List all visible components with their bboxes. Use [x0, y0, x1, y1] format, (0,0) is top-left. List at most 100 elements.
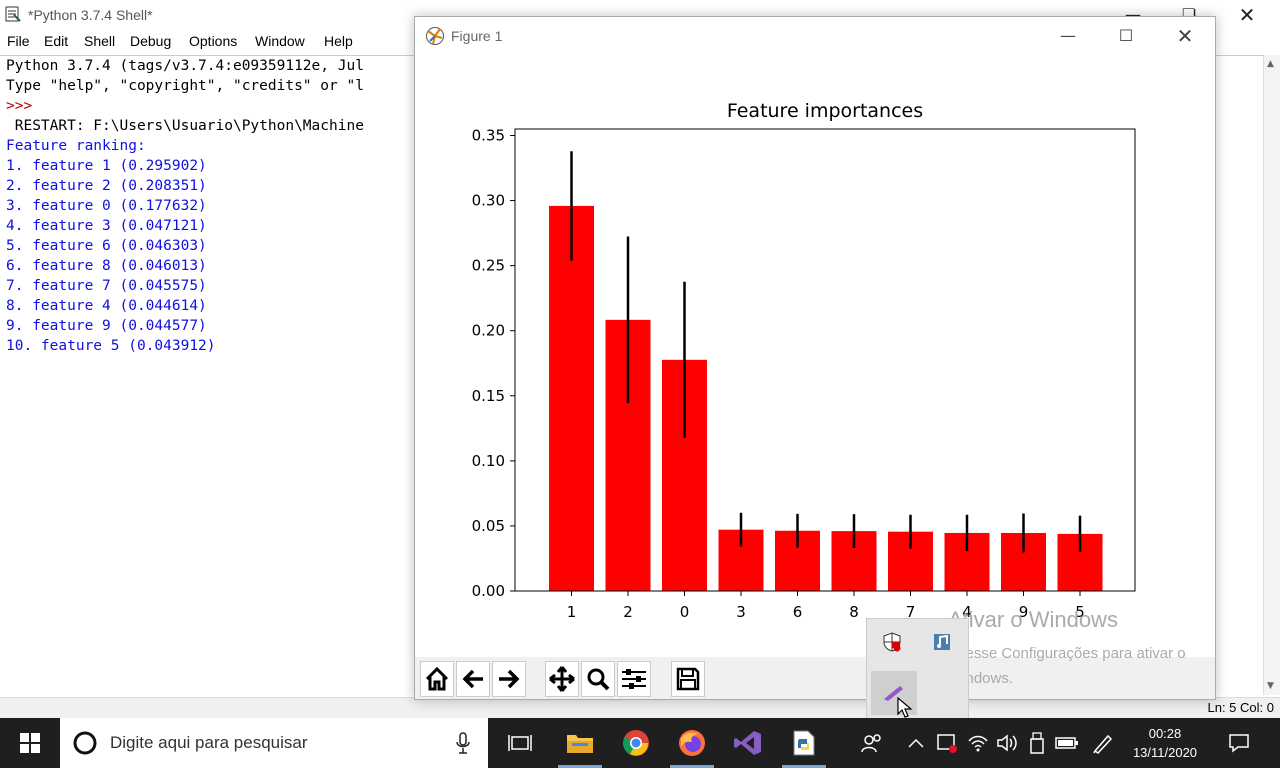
menu-edit[interactable]: Edit [44, 33, 69, 49]
people-button[interactable] [844, 718, 900, 768]
pen-workspace-icon [1093, 734, 1113, 754]
clock-time: 00:28 [1148, 726, 1182, 741]
figure-close-button[interactable]: ✕ [1176, 24, 1194, 48]
visual-studio-button[interactable] [720, 718, 776, 768]
cursor-position: Ln: 5 Col: 0 [1207, 700, 1275, 715]
active-indicator [558, 765, 602, 768]
activation-watermark-title: Ativar o Windows [948, 607, 1118, 632]
wifi-icon [968, 735, 988, 752]
bar [549, 205, 594, 591]
defender-tray-button[interactable] [930, 718, 964, 768]
menu-file[interactable]: File [7, 33, 30, 49]
shell-scrollbar[interactable]: ▲ ▼ [1263, 55, 1280, 695]
pan-icon [549, 666, 575, 692]
microphone-icon[interactable] [456, 732, 470, 754]
x-tick-label: 2 [623, 603, 633, 621]
start-button[interactable] [2, 718, 58, 768]
menu-debug[interactable]: Debug [130, 33, 172, 49]
pen-icon [884, 686, 903, 701]
python-file-icon [793, 730, 815, 756]
active-indicator [782, 765, 826, 768]
visual-studio-icon [734, 731, 761, 755]
figure-title: Figure 1 [451, 28, 503, 44]
x-tick-label: 9 [1019, 603, 1029, 621]
x-tick-label: 8 [849, 603, 859, 621]
pan-button[interactable] [545, 661, 579, 697]
notifications-button[interactable] [1214, 718, 1264, 768]
security-alert-icon [937, 734, 957, 753]
save-button[interactable] [671, 661, 705, 697]
shell-line: Type "help", "copyright", "credits" or "… [6, 78, 364, 94]
menu-options[interactable]: Options [189, 33, 238, 49]
x-tick-label: 7 [906, 603, 916, 621]
shell-line: 5. feature 6 (0.046303) [6, 238, 207, 254]
configure-subplots-button[interactable] [617, 661, 651, 697]
shell-line: 9. feature 9 (0.044577) [6, 318, 207, 334]
forward-button[interactable] [492, 661, 526, 697]
bar-chart: Feature importances 1 2 0 3 6 8 7 4 9 5 0.00 0.05 0.1… [472, 100, 1136, 621]
y-tick-label: 0.15 [472, 387, 505, 405]
mouse-cursor-icon [897, 697, 913, 718]
activation-watermark-text: Acesse Configurações para ativar o Windo… [948, 645, 1186, 687]
shell-line: Feature ranking: [6, 138, 146, 154]
pen-workspace-button[interactable] [1086, 718, 1120, 768]
active-indicator [670, 765, 714, 768]
python-idle-button[interactable] [776, 718, 832, 768]
shell-line: 1. feature 1 (0.295902) [6, 158, 207, 174]
menu-window[interactable]: Window [255, 33, 305, 49]
figure-maximize-button[interactable]: ☐ [1118, 26, 1134, 45]
y-tick-label: 0.25 [472, 257, 505, 275]
shell-output[interactable]: Python 3.7.4 (tags/v3.7.4:e09359112e, Ju… [0, 55, 1264, 696]
usb-device-button[interactable] [1022, 718, 1052, 768]
y-tick-label: 0.00 [472, 582, 505, 600]
figure-minimize-button[interactable]: — [1060, 26, 1076, 45]
y-tick-label: 0.30 [472, 192, 505, 210]
y-tick-label: 0.35 [472, 127, 505, 145]
menu-shell[interactable]: Shell [84, 33, 116, 49]
idle-app-icon [5, 6, 21, 22]
home-icon [425, 666, 449, 691]
media-tray-icon[interactable] [931, 631, 953, 653]
battery-icon [1055, 737, 1078, 749]
forward-arrow-icon [499, 669, 520, 689]
file-explorer-button[interactable] [552, 718, 608, 768]
task-view-button[interactable] [492, 718, 548, 768]
save-icon [676, 667, 700, 691]
people-icon [861, 734, 881, 753]
firefox-button[interactable] [664, 718, 720, 768]
battery-button[interactable] [1052, 718, 1082, 768]
taskbar-search-box[interactable]: Digite aqui para pesquisar [60, 718, 488, 768]
x-tick-label: 6 [793, 603, 803, 621]
scroll-up-icon[interactable]: ▲ [1267, 59, 1274, 69]
scroll-down-icon[interactable]: ▼ [1267, 681, 1274, 691]
cortana-icon [73, 731, 97, 755]
chrome-icon [623, 730, 649, 756]
shell-line: 6. feature 8 (0.046013) [6, 258, 207, 274]
menu-help[interactable]: Help [324, 33, 353, 49]
shell-prompt: >>> [6, 98, 33, 114]
clock-date: 13/11/2020 [1132, 745, 1198, 760]
home-button[interactable] [420, 661, 454, 697]
shell-close-button[interactable]: ✕ [1238, 3, 1256, 27]
shell-line: 4. feature 3 (0.047121) [6, 218, 207, 234]
zoom-icon [587, 668, 610, 691]
x-tick-label: 3 [736, 603, 746, 621]
chrome-button[interactable] [608, 718, 664, 768]
chevron-up-icon [908, 738, 924, 748]
shell-line: 7. feature 7 (0.045575) [6, 278, 207, 294]
shell-line: 3. feature 0 (0.177632) [6, 198, 207, 214]
zoom-button[interactable] [581, 661, 615, 697]
show-hidden-icons-button[interactable] [896, 718, 936, 768]
taskbar-clock[interactable]: 00:28 13/11/2020 [1125, 724, 1205, 762]
figure-titlebar[interactable]: Figure 1 — ☐ ✕ [415, 17, 1215, 55]
security-shield-icon[interactable] [881, 631, 903, 653]
back-button[interactable] [456, 661, 490, 697]
folder-icon [567, 735, 593, 753]
windows-logo-icon [20, 733, 40, 753]
y-tick-label: 0.05 [472, 517, 505, 535]
volume-button[interactable] [992, 718, 1022, 768]
figure-toolbar [415, 657, 1215, 699]
x-tick-label: 5 [1075, 603, 1085, 621]
wifi-button[interactable] [962, 718, 994, 768]
matplotlib-logo-icon [426, 27, 444, 45]
